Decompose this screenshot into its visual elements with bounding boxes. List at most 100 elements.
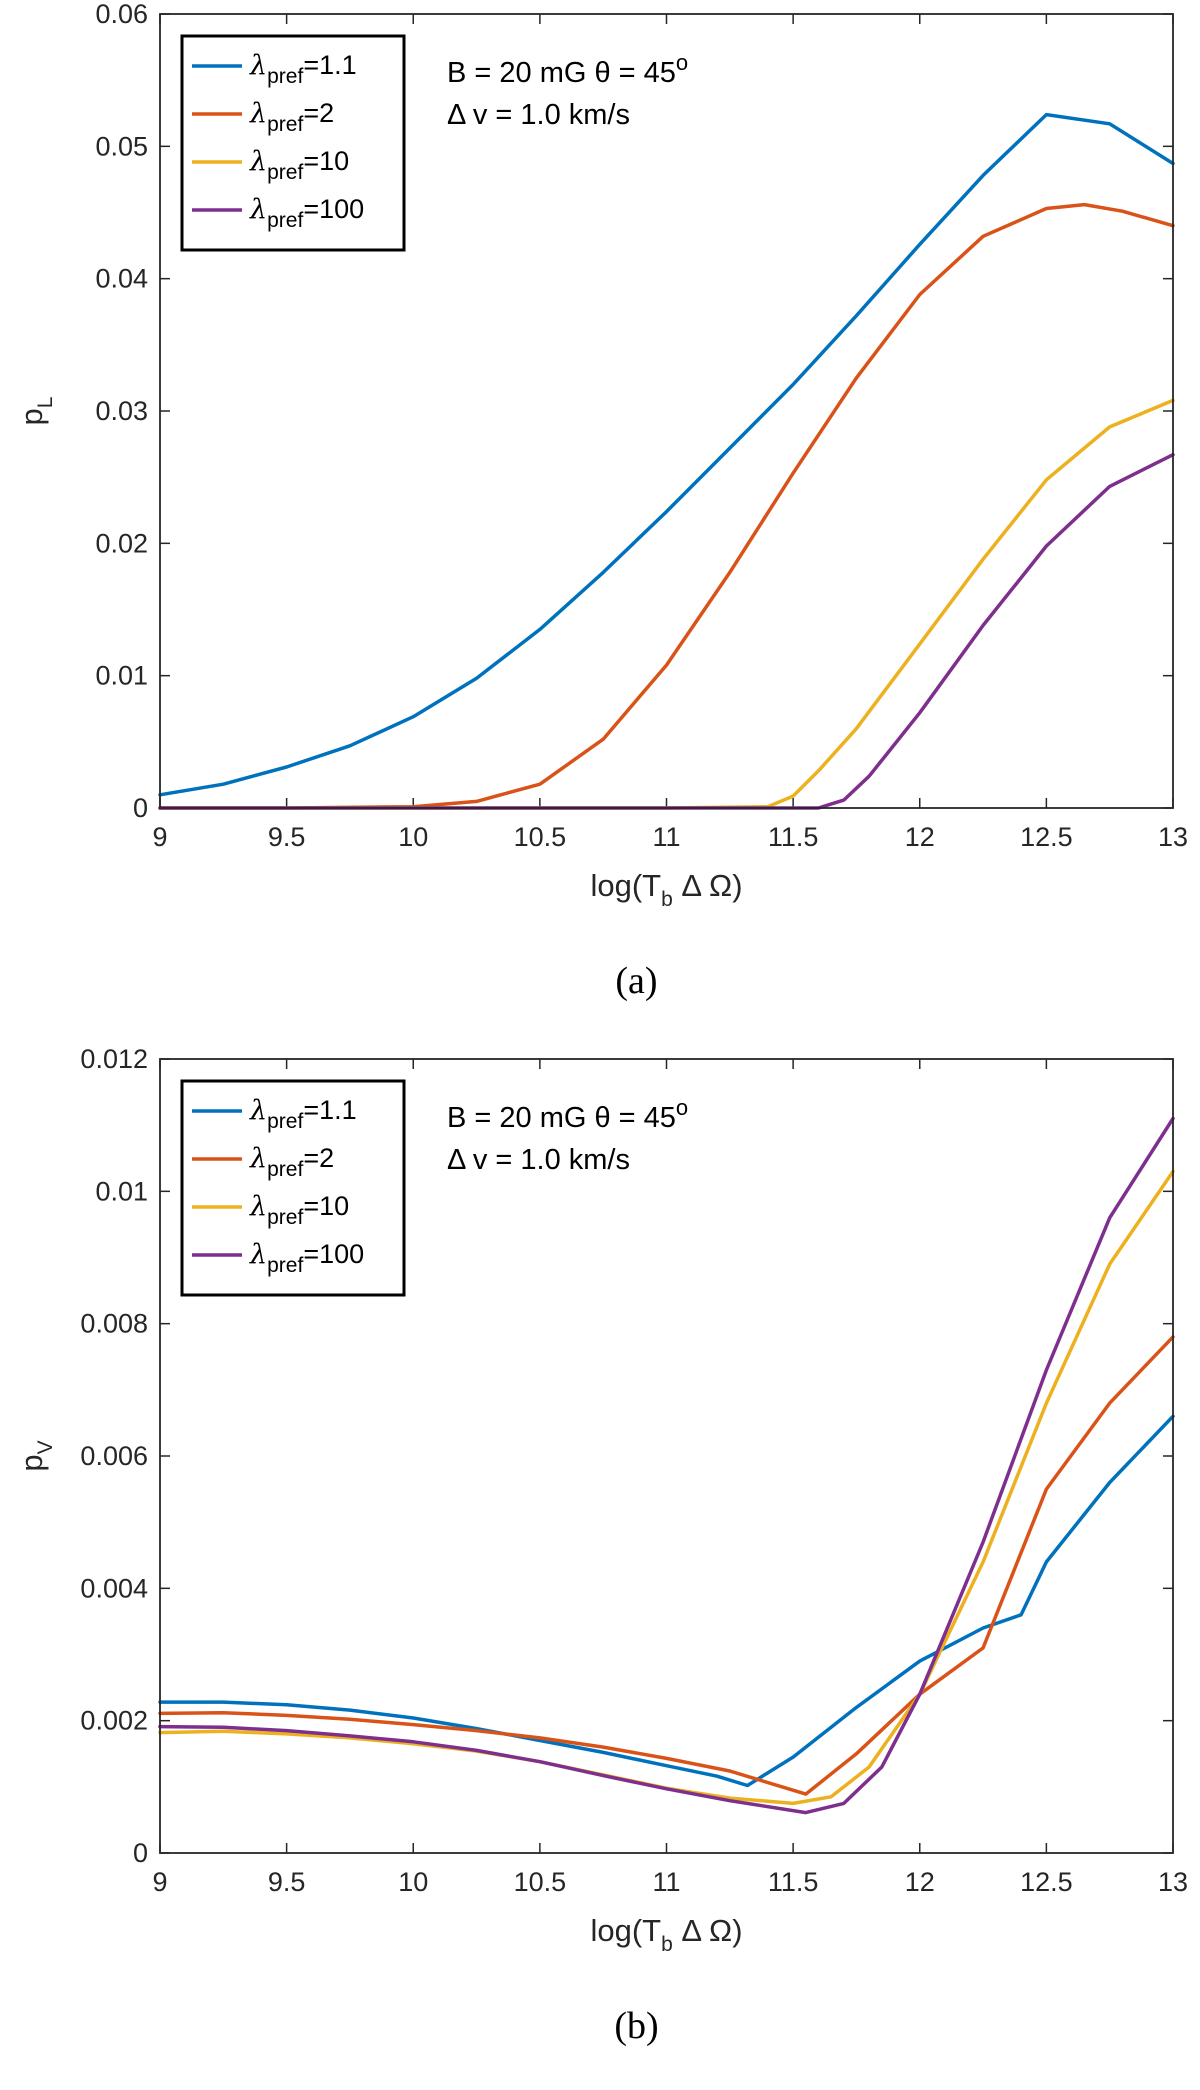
legend-box	[180, 1079, 406, 1297]
x-axis-label-main: log(T	[590, 1913, 661, 1948]
series-line-0	[158, 112, 1175, 797]
x-axis-label-rest: Δ Ω)	[673, 868, 743, 903]
legend-entry-1: λpref=2	[249, 98, 334, 136]
x-tick-label: 10.5	[514, 822, 567, 852]
series-line-0	[158, 1414, 1175, 1788]
y-tick-label: 0	[133, 793, 148, 823]
legend-subscript: pref	[267, 209, 303, 232]
chart-b: 9 9.5 10 10.5 11 11.5 12 12.5 13 0 0.002 0.004 0.006…	[14, 1045, 1188, 2047]
legend-subscript: pref	[267, 65, 303, 88]
legend-subscript: pref	[267, 1158, 303, 1181]
x-tick-label: 9.5	[268, 1867, 306, 1897]
x-tick-label: 13	[1158, 1867, 1188, 1897]
legend-subscript: pref	[267, 1254, 303, 1277]
legend-subscript: pref	[267, 1110, 303, 1133]
legend-lambda: λ	[249, 1095, 267, 1126]
legend-lambda: λ	[249, 98, 267, 129]
x-tick-label: 10	[398, 822, 428, 852]
y-axis-label-sub: L	[34, 397, 57, 409]
x-axis-label-main: log(T	[590, 868, 661, 903]
legend-lambda: λ	[249, 1143, 267, 1174]
x-axis-label: log(Tb Δ Ω)	[590, 1913, 742, 1956]
series-line-1	[158, 202, 1175, 810]
legend-value: =10	[303, 1191, 349, 1221]
y-axis-label-main: p	[14, 1454, 49, 1471]
x-axis-label-rest: Δ Ω)	[673, 1913, 743, 1948]
annotation-degree: o	[676, 1095, 688, 1120]
series-line-1	[158, 1335, 1175, 1796]
chart-a: 9 9.5 10 10.5 11 11.5 12 12.5 13 0 0.01 0.02 0.03 0.0…	[14, 0, 1188, 1002]
y-tick-label: 0.05	[95, 131, 148, 161]
legend-entry-1: λpref=2	[249, 1143, 334, 1181]
legend-lambda: λ	[249, 1191, 267, 1222]
legend-value: =1.1	[303, 1095, 356, 1125]
x-axis-label-sub: b	[661, 888, 673, 911]
y-tick-label: 0.01	[95, 1176, 148, 1206]
x-tick-label: 11.5	[768, 822, 819, 852]
y-tick-label: 0.002	[80, 1706, 148, 1736]
legend-entry-0: λpref=1.1	[249, 50, 357, 88]
y-axis-label-sub: V	[34, 1440, 57, 1454]
y-tick-label: 0.008	[80, 1309, 148, 1339]
legend-lambda: λ	[249, 1239, 267, 1270]
series-line-3	[158, 1116, 1175, 1815]
legend-lambda: λ	[249, 146, 267, 177]
y-tick-label: 0.006	[80, 1441, 148, 1471]
legend-value: =1.1	[303, 50, 356, 80]
legend-value: =10	[303, 146, 349, 176]
legend-value: =2	[303, 1143, 334, 1173]
annotation-degree: o	[676, 50, 688, 75]
chart-panel-a: 9 9.5 10 10.5 11 11.5 12 12.5 13 0 0.01 0.02 0.03 0.0…	[14, 0, 1188, 1002]
legend-subscript: pref	[267, 161, 303, 184]
legend-lambda: λ	[249, 194, 267, 225]
chart-panel-b: 9 9.5 10 10.5 11 11.5 12 12.5 13 0 0.002 0.004 0.006…	[0, 1045, 1200, 2090]
legend-subscript: pref	[267, 1206, 303, 1229]
y-axis-label-main: p	[14, 408, 49, 425]
legend-lambda: λ	[249, 50, 267, 81]
y-axis-label: pV	[14, 1440, 57, 1471]
y-tick-label: 0	[133, 1838, 148, 1868]
axes-box	[159, 13, 1174, 809]
y-tick-label: 0.004	[80, 1573, 148, 1603]
x-tick-label: 13	[1158, 822, 1188, 852]
y-axis-label: pL	[14, 397, 57, 426]
legend-entry-2: λpref=10	[249, 1191, 349, 1229]
x-axis-label-sub: b	[661, 1933, 673, 1956]
x-axis-label: log(Tb Δ Ω)	[590, 868, 742, 911]
x-tick-label: 12	[905, 822, 935, 852]
x-tick-label: 12.5	[1020, 1867, 1073, 1897]
x-tick-label: 10	[398, 1867, 428, 1897]
legend-value: =100	[303, 1239, 364, 1269]
legend-box	[180, 34, 406, 252]
annotation-line-1-text: B = 20 mG θ = 45	[447, 1102, 676, 1134]
y-tick-label: 0.02	[95, 528, 148, 558]
x-tick-label: 12	[905, 1867, 935, 1897]
legend-value: =2	[303, 98, 334, 128]
legend-entry-3: λpref=100	[249, 194, 364, 232]
axes-box	[159, 1058, 1174, 1854]
annotation-line-2: Δ v = 1.0 km/s	[447, 1144, 630, 1176]
annotation-line-1: B = 20 mG θ = 45o	[447, 50, 688, 89]
x-tick-label: 12.5	[1020, 822, 1073, 852]
annotation-line-1: B = 20 mG θ = 45o	[447, 1095, 688, 1134]
x-tick-label: 9	[152, 822, 167, 852]
legend-entry-2: λpref=10	[249, 146, 349, 184]
legend-entry-3: λpref=100	[249, 1239, 364, 1277]
y-tick-label: 0.04	[95, 264, 148, 294]
x-tick-label: 11	[652, 822, 680, 852]
x-tick-label: 9	[152, 1867, 167, 1897]
y-tick-label: 0.012	[80, 1045, 148, 1074]
legend-value: =100	[303, 194, 364, 224]
y-tick-label: 0.06	[95, 0, 148, 29]
y-tick-label: 0.03	[95, 396, 148, 426]
x-tick-label: 11.5	[768, 1867, 819, 1897]
annotation-line-2: Δ v = 1.0 km/s	[447, 99, 630, 131]
y-tick-label: 0.01	[95, 661, 148, 691]
annotation-line-1-text: B = 20 mG θ = 45	[447, 57, 676, 89]
panel-caption: (b)	[614, 2005, 658, 2047]
panel-caption: (a)	[615, 960, 657, 1002]
x-tick-label: 10.5	[514, 1867, 567, 1897]
legend-subscript: pref	[267, 113, 303, 136]
